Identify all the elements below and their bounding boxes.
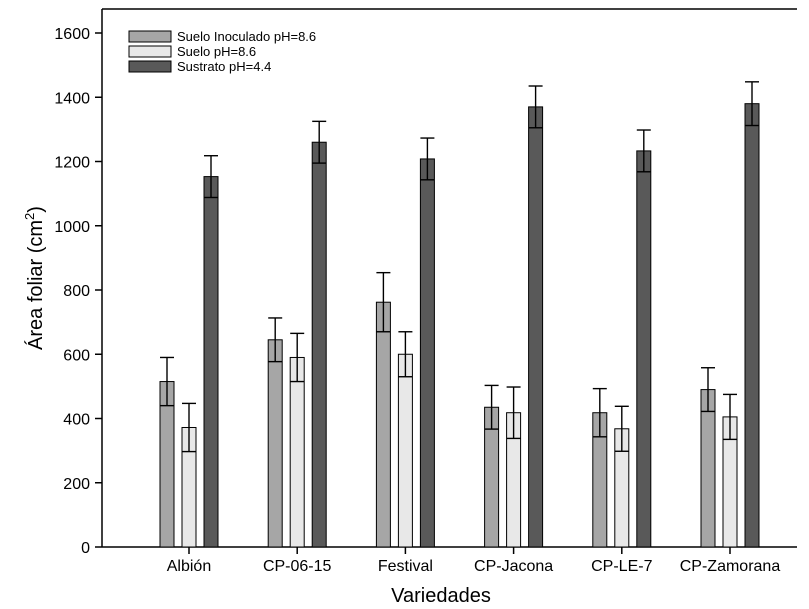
legend-label: Sustrato pH=4.4 bbox=[177, 59, 271, 74]
y-axis-ticks: 0 200 400 600 800 1000 1200 1400 1600 bbox=[54, 26, 102, 557]
x-tick-label: CP-06-15 bbox=[263, 558, 332, 575]
bar bbox=[744, 103, 760, 548]
bar bbox=[289, 356, 305, 548]
bar bbox=[419, 158, 435, 548]
y-tick-label: 1600 bbox=[54, 26, 90, 43]
bar bbox=[311, 141, 327, 548]
y-axis-title-suffix: ) bbox=[25, 206, 47, 213]
bar bbox=[159, 381, 175, 548]
legend-label: Suelo pH=8.6 bbox=[177, 44, 256, 59]
bar bbox=[397, 353, 413, 548]
y-axis-title: Área foliar (cm2) bbox=[22, 206, 47, 350]
y-axis-title-main: Área foliar (cm bbox=[24, 220, 47, 350]
x-tick-label: CP-Jacona bbox=[474, 558, 553, 575]
y-tick-label: 200 bbox=[63, 476, 90, 493]
legend-swatch bbox=[128, 60, 172, 73]
bar bbox=[700, 389, 716, 548]
legend-swatch bbox=[128, 30, 172, 43]
y-tick-label: 400 bbox=[63, 412, 90, 429]
y-tick-label: 1000 bbox=[54, 219, 90, 236]
x-axis-title: Variedades bbox=[391, 585, 491, 607]
bar bbox=[267, 339, 283, 548]
legend-label: Suelo Inoculado pH=8.6 bbox=[177, 29, 316, 44]
x-tick-label: CP-Zamorana bbox=[680, 558, 781, 575]
bar bbox=[528, 106, 544, 548]
y-tick-label: 0 bbox=[81, 540, 90, 557]
y-tick-label: 1400 bbox=[54, 90, 90, 107]
y-tick-label: 600 bbox=[63, 347, 90, 364]
y-axis-title-superscript: 2 bbox=[22, 213, 37, 220]
legend-swatch bbox=[128, 45, 172, 58]
bar bbox=[203, 176, 219, 548]
bar bbox=[636, 150, 652, 548]
bars-group bbox=[159, 81, 760, 548]
y-tick-label: 800 bbox=[63, 283, 90, 300]
x-tick-label: Festival bbox=[378, 558, 433, 575]
bar bbox=[375, 301, 391, 548]
x-tick-label: CP-LE-7 bbox=[591, 558, 652, 575]
x-tick-label: Albión bbox=[167, 558, 211, 575]
y-tick-label: 1200 bbox=[54, 155, 90, 172]
x-axis-ticks: Albión CP-06-15 Festival CP-Jacona CP-LE-7 CP… bbox=[167, 547, 781, 575]
